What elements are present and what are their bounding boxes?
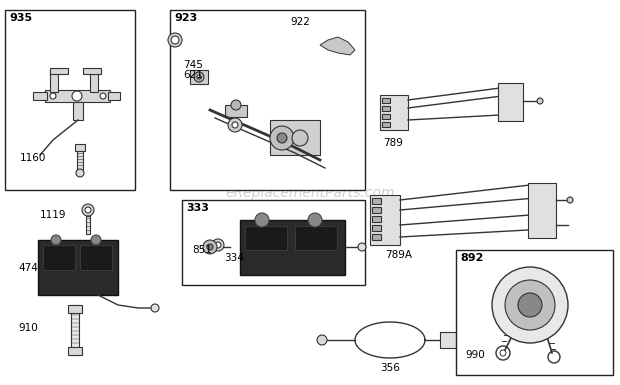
Bar: [372, 225, 381, 231]
Circle shape: [358, 243, 366, 251]
Bar: [5, 10, 135, 190]
Text: 910: 910: [18, 323, 38, 333]
Circle shape: [194, 72, 204, 82]
Bar: [372, 216, 381, 222]
Bar: [73, 102, 83, 120]
Text: 892: 892: [460, 253, 484, 263]
Text: 1119: 1119: [40, 210, 66, 220]
Text: 851: 851: [192, 245, 212, 255]
Bar: [68, 305, 82, 313]
Bar: [456, 250, 613, 375]
Circle shape: [85, 207, 91, 213]
Text: 334: 334: [224, 253, 244, 263]
Bar: [370, 195, 400, 245]
Bar: [382, 98, 390, 103]
Bar: [83, 68, 101, 74]
Circle shape: [317, 335, 327, 345]
Circle shape: [151, 304, 159, 312]
Circle shape: [197, 75, 201, 79]
Bar: [33, 92, 47, 100]
Text: 1160: 1160: [20, 153, 46, 163]
Bar: [68, 347, 82, 355]
Circle shape: [277, 133, 287, 143]
Bar: [190, 70, 208, 84]
Circle shape: [308, 213, 322, 227]
Polygon shape: [320, 37, 355, 55]
Bar: [382, 114, 390, 119]
Text: 745: 745: [183, 60, 203, 70]
Bar: [108, 92, 120, 100]
Bar: [498, 83, 523, 121]
Bar: [380, 95, 408, 130]
Circle shape: [255, 213, 269, 227]
Bar: [382, 106, 390, 111]
Circle shape: [82, 204, 94, 216]
Circle shape: [518, 293, 542, 317]
Bar: [270, 120, 320, 155]
Bar: [216, 251, 221, 273]
Bar: [75, 144, 85, 151]
Bar: [382, 122, 390, 127]
Bar: [170, 10, 365, 190]
Bar: [38, 240, 118, 295]
Circle shape: [292, 130, 308, 146]
Bar: [528, 305, 532, 317]
Circle shape: [228, 118, 242, 132]
Bar: [182, 200, 365, 285]
Text: 923: 923: [174, 13, 197, 23]
Bar: [43, 245, 75, 270]
Bar: [172, 47, 177, 72]
Circle shape: [232, 122, 238, 128]
Text: 333: 333: [186, 203, 209, 213]
Circle shape: [505, 280, 555, 330]
Bar: [372, 234, 381, 240]
Circle shape: [91, 235, 101, 245]
Bar: [50, 68, 68, 74]
Circle shape: [50, 93, 56, 99]
Circle shape: [212, 239, 224, 251]
Text: 474: 474: [18, 263, 38, 273]
Circle shape: [492, 267, 568, 343]
Circle shape: [168, 33, 182, 47]
Circle shape: [76, 169, 84, 177]
Text: 789A: 789A: [385, 250, 412, 260]
Text: 789: 789: [383, 138, 403, 148]
Bar: [77, 150, 83, 170]
Text: 990: 990: [465, 350, 485, 360]
Bar: [90, 72, 98, 92]
Circle shape: [207, 244, 213, 250]
Bar: [245, 226, 287, 250]
Bar: [71, 305, 79, 355]
Text: 356: 356: [380, 363, 400, 373]
Circle shape: [215, 242, 221, 248]
Bar: [225, 105, 247, 117]
Text: eReplacementParts.com: eReplacementParts.com: [225, 186, 395, 199]
Circle shape: [537, 98, 543, 104]
Bar: [240, 220, 345, 275]
Bar: [372, 207, 381, 213]
Bar: [80, 245, 112, 270]
Bar: [50, 72, 58, 92]
Circle shape: [203, 240, 217, 254]
Bar: [86, 216, 90, 234]
Text: 935: 935: [9, 13, 32, 23]
Circle shape: [567, 197, 573, 203]
Bar: [372, 198, 381, 204]
Bar: [528, 183, 556, 238]
Circle shape: [72, 91, 82, 101]
Circle shape: [51, 235, 61, 245]
Circle shape: [270, 126, 294, 150]
Circle shape: [100, 93, 106, 99]
Text: 922: 922: [290, 17, 310, 27]
Bar: [45, 90, 110, 102]
Bar: [295, 226, 337, 250]
Circle shape: [171, 36, 179, 44]
Circle shape: [231, 100, 241, 110]
Text: 621: 621: [183, 70, 203, 80]
Bar: [440, 332, 462, 348]
